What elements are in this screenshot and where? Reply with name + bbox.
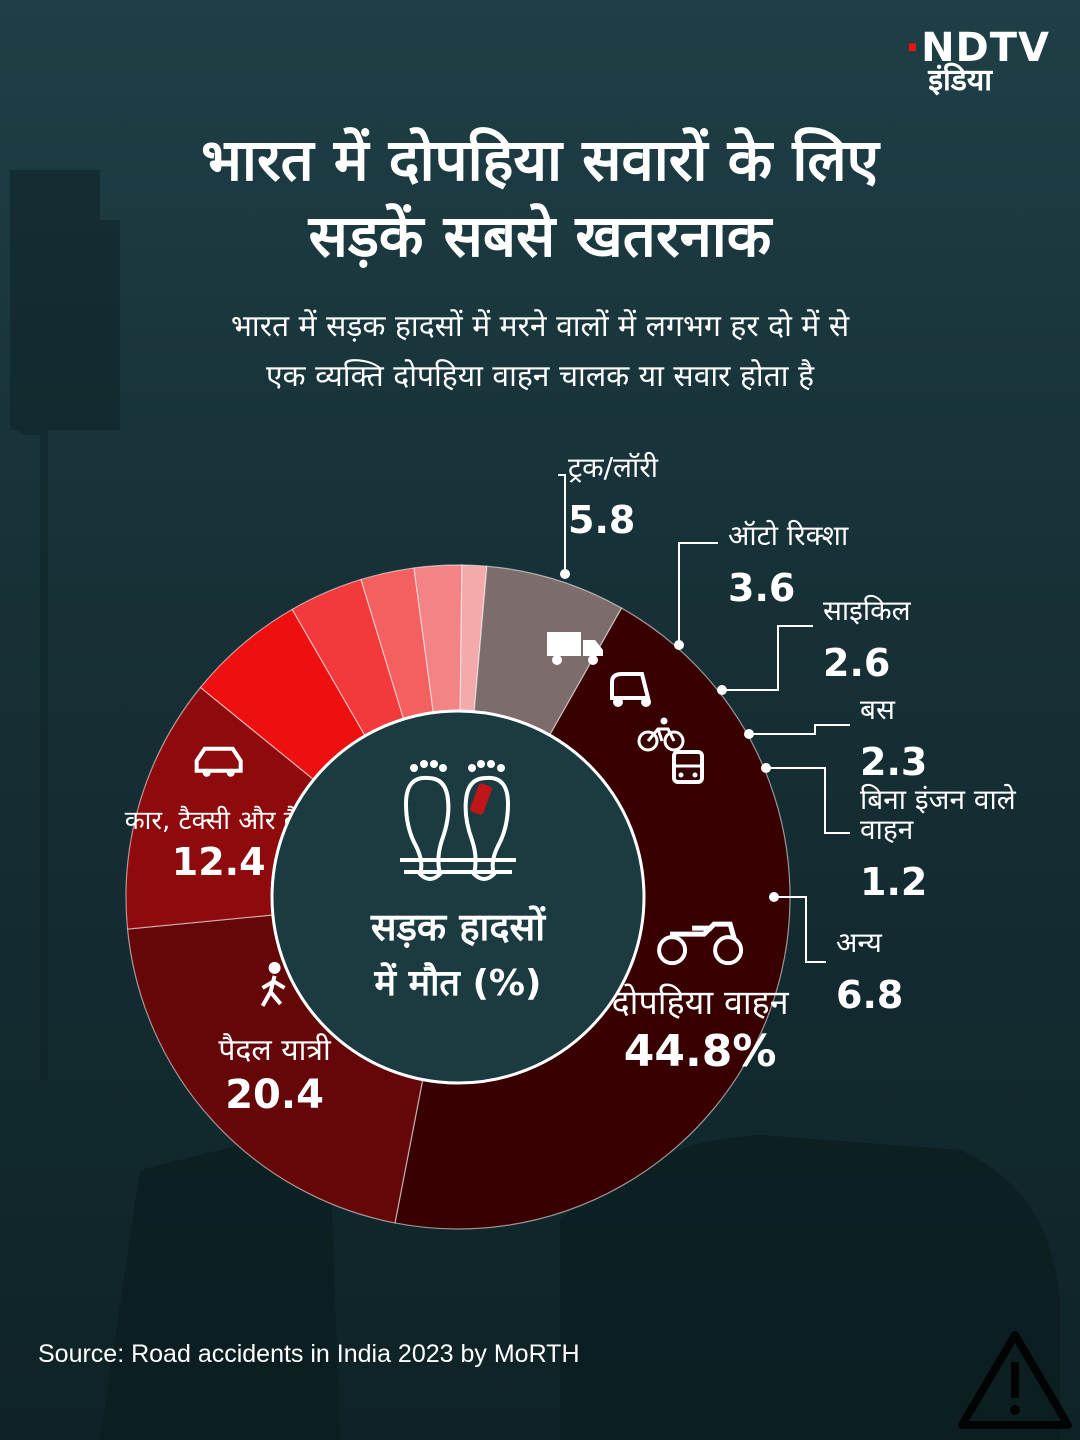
subtitle-line-2: एक व्यक्ति दोपहिया वाहन चालक या सवार होत…: [265, 359, 815, 394]
callout-category-label: अन्य: [836, 926, 883, 959]
center-label-line-1: सड़क हादसों: [370, 905, 546, 949]
car-icon: [194, 746, 243, 777]
slice-label: ऑटो रिक्शा 3.6: [610, 519, 849, 707]
bicycle-icon: [637, 717, 685, 752]
callout-line: [766, 767, 850, 834]
callout-value-label: 6.8: [836, 973, 903, 1017]
callout-value-label: 1.2: [860, 860, 927, 904]
page-subtitle: भारत में सड़क हादसों में मरने वालों में …: [100, 302, 980, 402]
callout-category-label: बिना इंजन वाले: [860, 783, 1017, 816]
callout-line: [678, 542, 718, 645]
callout-value-label: 5.8: [568, 498, 635, 542]
slice-value-label: 20.4: [225, 1072, 324, 1118]
chart-center: सड़क हादसों में मौत (%): [270, 709, 646, 1085]
callout-line: [774, 896, 826, 963]
callout-category-label: ट्रक/लॉरी: [568, 451, 659, 484]
slice-label: कार, टैक्सी और वैन 12.4: [125, 746, 314, 884]
page-title: भारत में दोपहिया सवारों के लिए सड़कें सब…: [40, 122, 1040, 274]
slice-label: पैदल यात्री 20.4: [218, 961, 332, 1118]
callout-line: [558, 474, 566, 574]
bus-icon: [672, 750, 704, 784]
callout-value-label: 2.3: [860, 740, 927, 784]
callout-category-label: बस: [860, 693, 896, 726]
slice-label: अन्य 6.8: [769, 892, 903, 1017]
slice-category-label: पैदल यात्री: [218, 1033, 332, 1068]
slice-label: बस 2.3: [672, 693, 927, 784]
logo-subtext: इंडिया: [928, 63, 992, 98]
slice-category-label: दोपहिया वाहन: [612, 983, 790, 1023]
source-note: Source: Road accidents in India 2023 by …: [38, 1340, 580, 1368]
toe-tag-icon: [470, 783, 492, 815]
auto-rickshaw-icon: [610, 672, 651, 707]
slice-label: ट्रक/लॉरी 5.8: [547, 451, 659, 665]
callout-line: [749, 724, 850, 735]
slice-value-label: 44.8%: [624, 1026, 777, 1077]
callout-category-label: साइकिल: [823, 594, 912, 627]
callout-value-label: 3.6: [728, 566, 795, 610]
callout-value-label: 2.6: [823, 641, 890, 685]
callout-category-label: वाहन: [860, 813, 914, 846]
callout-line: [722, 625, 813, 691]
ndtv-india-logo: ·NDTV इंडिया: [904, 25, 1050, 98]
callout-category-label: ऑटो रिक्शा: [728, 519, 849, 552]
center-label-line-2: में मौत (%): [374, 962, 542, 1004]
footprints-toes: [410, 760, 505, 772]
slice-label: साइकिल 2.6: [637, 594, 912, 752]
slice-value-label: 12.4: [172, 840, 266, 884]
subtitle-line-1: भारत में सड़क हादसों में मरने वालों में …: [230, 309, 850, 344]
title-line-1: भारत में दोपहिया सवारों के लिए: [201, 126, 879, 194]
title-line-2: सड़कें सबसे खतरनाक: [308, 202, 772, 270]
slice-label: बिना इंजन वालेवाहन 1.2: [761, 763, 1017, 904]
pedestrian-icon: [260, 961, 286, 1007]
logo-text: NDTV: [921, 25, 1050, 71]
footprints-icon: [400, 775, 516, 881]
warning-sign-icon: [958, 1331, 1072, 1429]
truck-icon: [547, 632, 603, 665]
slice-category-label: कार, टैक्सी और वैन: [125, 805, 314, 836]
motorcycle-icon: [657, 921, 744, 966]
